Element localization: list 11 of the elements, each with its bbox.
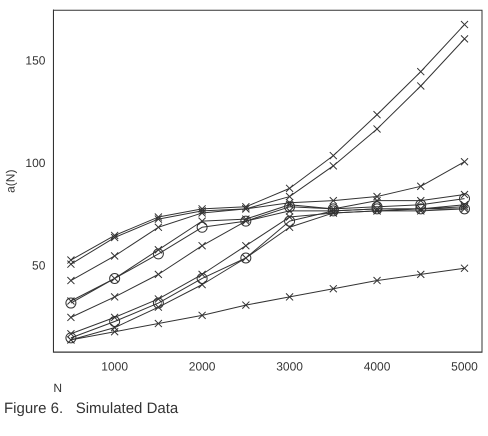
x-tick-label: 3000 <box>276 360 304 374</box>
y-tick-label: 150 <box>25 54 46 68</box>
caption: Figure 6. Simulated Data <box>3 400 180 417</box>
x-tick-label: 1000 <box>101 360 128 374</box>
x-tick-label: 4000 <box>364 360 391 374</box>
y-axis-title: a(N) <box>4 170 18 193</box>
y-tick-label: 100 <box>25 156 46 170</box>
x-tick-label: 5000 <box>451 360 478 374</box>
y-tick-label: 50 <box>32 258 46 272</box>
x-tick-label: 2000 <box>188 360 216 374</box>
x-axis-title: N <box>53 381 62 396</box>
